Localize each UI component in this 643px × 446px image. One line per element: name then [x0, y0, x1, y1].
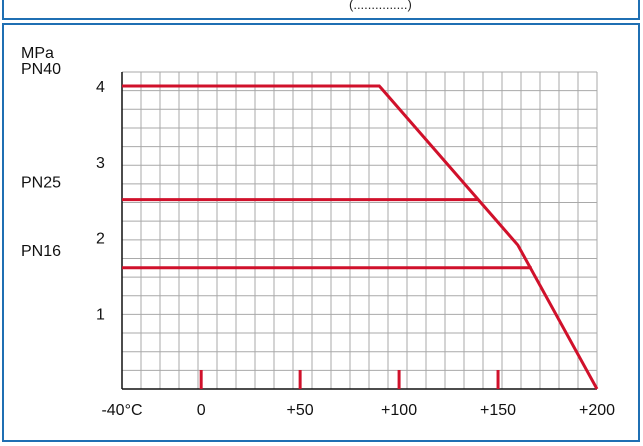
x-tick-label: -40°C — [101, 402, 142, 419]
tick-labels: MPa 1 2 3 4 PN40 PN25 PN16 -40°C 0 +50 +100 +150 +200 — [21, 45, 615, 419]
x-tick-label: +50 — [287, 402, 314, 419]
y-tick-label: 3 — [96, 155, 105, 172]
series-lines — [122, 84, 599, 390]
y-axis-label: MPa — [21, 45, 54, 62]
header-text: (...............) — [349, 0, 412, 12]
x-major-marks — [199, 370, 500, 389]
x-tick-label: +150 — [480, 402, 516, 419]
y-tick-label: 4 — [96, 79, 105, 96]
x-tick-label: 0 — [197, 402, 206, 419]
grid — [121, 71, 598, 390]
pressure-class-label: PN16 — [21, 243, 61, 260]
axes — [121, 72, 597, 390]
pressure-class-label: PN40 — [21, 61, 61, 78]
series-line-pn40 — [122, 84, 599, 390]
y-tick-label: 1 — [96, 306, 105, 323]
header-box: (...............) — [2, 0, 640, 20]
pressure-class-label: PN25 — [21, 175, 61, 192]
y-tick-label: 2 — [96, 231, 105, 248]
x-tick-label: +100 — [381, 402, 417, 419]
chart-panel — [2, 23, 640, 442]
x-tick-label: +200 — [579, 402, 615, 419]
